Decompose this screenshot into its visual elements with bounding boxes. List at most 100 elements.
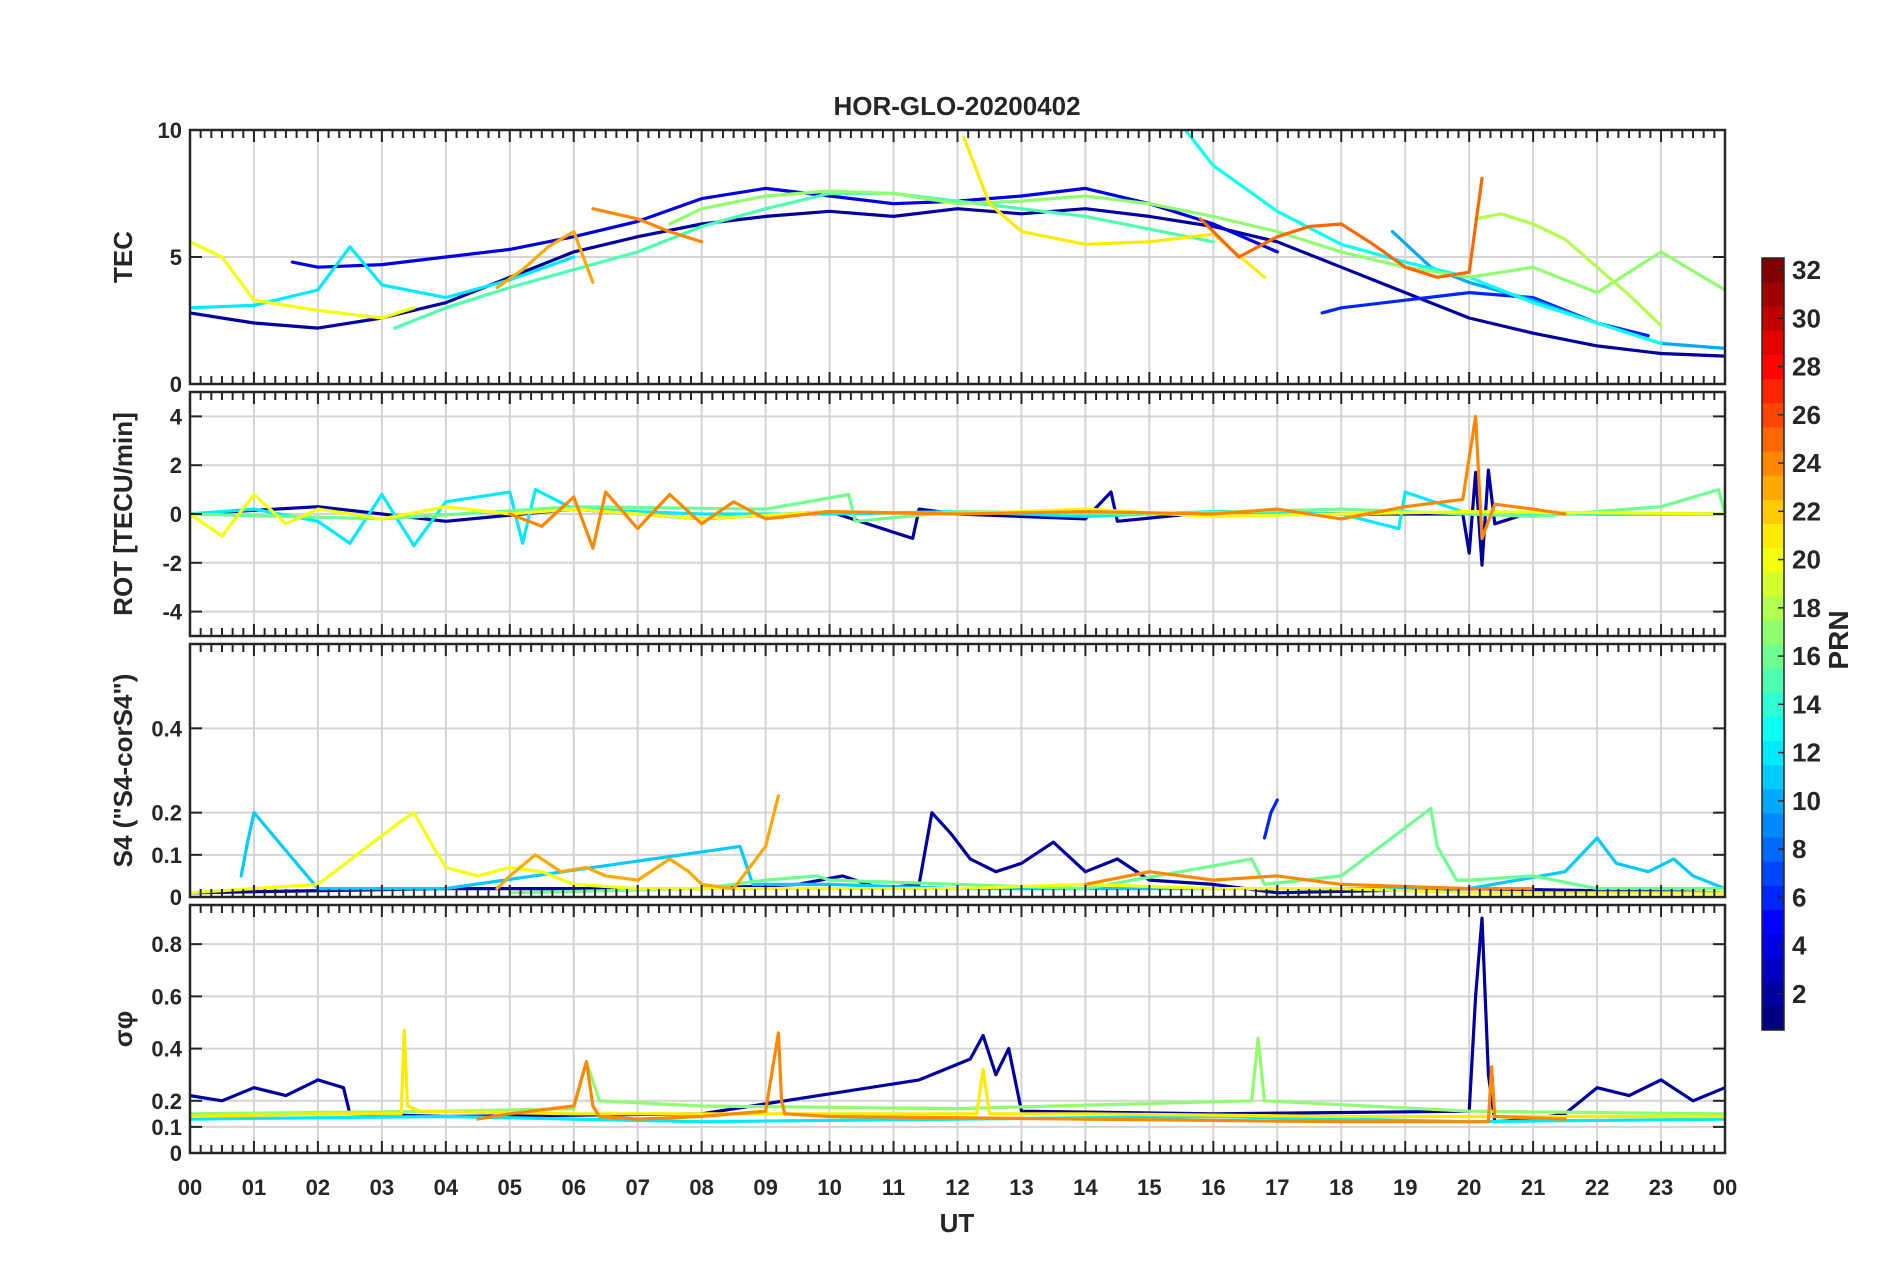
x-tick-label: 07	[625, 1175, 649, 1200]
panel-rot: -4 -2 0 2 4 ROT [TECU/min]	[108, 390, 1727, 638]
series-line-prn-15	[393, 191, 1215, 330]
y-tick-label: 0.2	[151, 801, 182, 826]
colorbar-tick-label: 26	[1792, 400, 1821, 430]
colorbar-band	[1762, 547, 1784, 573]
y-tick-label: 5	[170, 245, 182, 270]
x-tick-label: 00	[178, 1175, 202, 1200]
colorbar-band	[1762, 981, 1784, 1007]
x-tick-label: 20	[1457, 1175, 1481, 1200]
colorbar-band	[1762, 499, 1784, 524]
y-tick-label: 0.2	[151, 1089, 182, 1114]
colorbar-band	[1762, 909, 1784, 935]
series-line-prn-17	[668, 189, 1725, 295]
series-group	[190, 916, 1725, 1124]
colorbar-band	[1762, 837, 1784, 862]
axes-frame	[188, 390, 1727, 638]
series-group	[190, 130, 1725, 358]
x-tick-label: 06	[562, 1175, 586, 1200]
colorbar-band	[1762, 812, 1784, 838]
colorbar-frame	[1761, 257, 1785, 1031]
colorbar-band	[1762, 571, 1784, 597]
chart-title: HOR-GLO-20200402	[833, 91, 1080, 121]
y-tick-label: 10	[158, 118, 182, 143]
x-tick-label: 17	[1265, 1175, 1289, 1200]
colorbar-band	[1762, 764, 1784, 790]
series-group	[190, 414, 1725, 567]
colorbar-tick-label: 2	[1792, 979, 1806, 1009]
colorbar-band	[1762, 451, 1784, 476]
panel-s4: 0 0.1 0.2 0.4 S4 ("S4-corS4")	[108, 642, 1727, 910]
y-tick-label: 0	[170, 1141, 182, 1166]
y-tick-label: 0	[170, 502, 182, 527]
colorbar-band	[1762, 330, 1784, 356]
colorbar-band	[1762, 668, 1784, 693]
x-tick-label: 02	[306, 1175, 330, 1200]
panel-sigma-phi: 00.10.2 0.4 0.6 0.8 σφ	[108, 903, 1727, 1166]
x-tick-label: 10	[817, 1175, 841, 1200]
y-tick-label: 4	[170, 404, 183, 429]
colorbar-band	[1762, 692, 1784, 717]
colorbar-tick-label: 16	[1792, 641, 1821, 671]
x-tick-label: 13	[1009, 1175, 1033, 1200]
x-tick-label: 16	[1201, 1175, 1225, 1200]
x-tick-label: 12	[945, 1175, 969, 1200]
colorbar-label: PRN	[1823, 610, 1854, 669]
series-line-prn-24	[591, 207, 704, 244]
colorbar-band	[1762, 475, 1784, 500]
x-tick-label: 05	[498, 1175, 522, 1200]
colorbar-tick-label: 18	[1792, 593, 1821, 623]
colorbar-tick-label: 4	[1792, 931, 1807, 961]
series-line-prn-6	[1262, 798, 1279, 840]
colorbar-band	[1762, 523, 1784, 549]
y-axis-label: ROT [TECU/min]	[108, 412, 138, 616]
y-tick-label: 2	[170, 453, 182, 478]
colorbar-band	[1762, 426, 1784, 452]
x-tick-label: 00	[1713, 1175, 1737, 1200]
colorbar-band	[1762, 282, 1784, 307]
axis-ticks	[189, 129, 1726, 385]
colorbar-tick-label: 12	[1792, 738, 1821, 768]
y-tick-label: 0	[170, 885, 182, 910]
colorbar-band	[1762, 378, 1784, 404]
series-line-prn-24	[476, 1031, 1567, 1124]
series-line-prn-20	[190, 240, 416, 320]
x-tick-label: 08	[689, 1175, 713, 1200]
series-line-prn-23	[495, 794, 781, 891]
y-tick-label: -2	[162, 551, 182, 576]
y-tick-label: 0.6	[151, 984, 182, 1009]
series-line-prn-18	[1473, 212, 1663, 328]
colorbar-band	[1762, 619, 1784, 645]
series-line-prn-20	[190, 492, 1725, 538]
axes-frame	[188, 903, 1727, 1155]
colorbar-band	[1762, 354, 1784, 380]
x-tick-label: 04	[434, 1175, 459, 1200]
x-tick-label: 01	[242, 1175, 266, 1200]
x-tick-label: 14	[1073, 1175, 1098, 1200]
colorbar-tick-label: 20	[1792, 545, 1821, 575]
series-line-prn-4	[290, 186, 1279, 269]
y-tick-label: 0	[170, 372, 182, 397]
axes-frame	[188, 642, 1727, 899]
y-axis-label: S4 ("S4-corS4")	[108, 674, 138, 868]
colorbar-band	[1762, 957, 1784, 983]
x-tick-label: 19	[1393, 1175, 1417, 1200]
y-axis-label: σφ	[108, 1011, 138, 1047]
series-line-prn-13	[1183, 130, 1663, 345]
colorbar-band	[1762, 1005, 1784, 1031]
y-tick-label: -4	[162, 600, 182, 625]
x-tick-label: 18	[1329, 1175, 1353, 1200]
x-axis-label: UT	[940, 1208, 975, 1238]
colorbar-tick-label: 22	[1792, 496, 1821, 526]
series-line-prn-24	[508, 414, 1567, 550]
y-tick-label: 0.4	[151, 1037, 182, 1062]
colorbar-tick-label: 8	[1792, 834, 1806, 864]
colorbar-tick-label: 28	[1792, 352, 1821, 382]
x-tick-label: 21	[1521, 1175, 1545, 1200]
x-tick-label: 22	[1585, 1175, 1609, 1200]
y-tick-label: 0.4	[151, 716, 182, 741]
panel-tec: 0 5 10 TEC	[108, 118, 1727, 397]
x-tick-label: 23	[1649, 1175, 1673, 1200]
colorbar-band	[1762, 258, 1784, 283]
